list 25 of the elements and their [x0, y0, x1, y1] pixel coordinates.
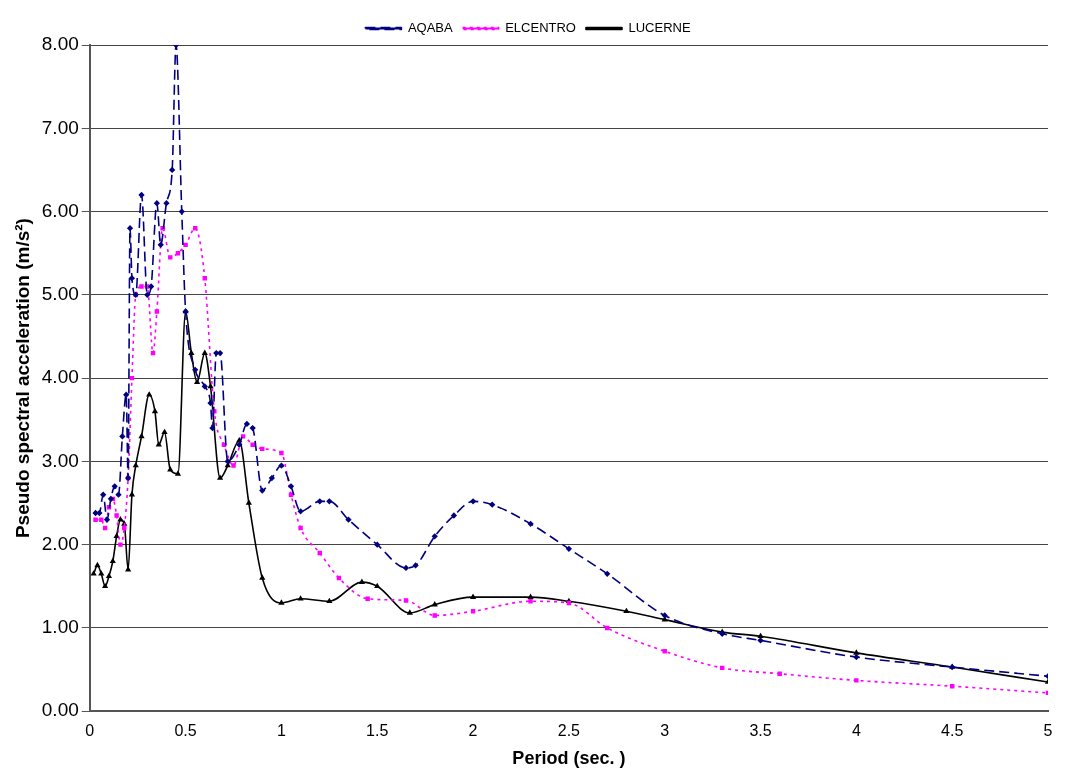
x-tick-label: 5	[1043, 722, 1053, 740]
y-tick-label: 0.00	[41, 699, 79, 721]
x-tick-label: 0	[85, 722, 95, 740]
x-tick-label: 1.5	[366, 722, 389, 740]
y-tick-label: 5.00	[41, 283, 79, 305]
y-tick-label: 2.00	[41, 532, 79, 554]
x-tick-label: 2.5	[557, 722, 581, 740]
y-tick-label: 3.00	[41, 449, 79, 471]
x-tick-label: 2	[468, 722, 478, 740]
x-tick-label: 4.5	[941, 722, 964, 740]
x-tick-label: 3.5	[749, 722, 772, 740]
y-tick-label: 8.00	[41, 33, 79, 55]
y-tick-label: 4.00	[41, 366, 79, 388]
x-axis-title: Period (sec. )	[512, 748, 626, 769]
legend-label: ELCENTRO	[505, 20, 576, 36]
x-tick-label: 3	[660, 722, 670, 740]
y-axis-title: Pseudo spectral acceleration (m/s²)	[11, 218, 33, 539]
x-tick-label: 4	[851, 722, 861, 740]
legend-label: LUCERNE	[628, 20, 691, 36]
x-tick-label: 0.5	[174, 722, 197, 740]
legend-label: AQABA	[407, 20, 454, 36]
y-tick-label: 6.00	[41, 199, 79, 221]
x-tick-label: 1	[276, 722, 286, 740]
y-tick-label: 1.00	[41, 616, 79, 638]
y-tick-label: 7.00	[41, 116, 79, 138]
